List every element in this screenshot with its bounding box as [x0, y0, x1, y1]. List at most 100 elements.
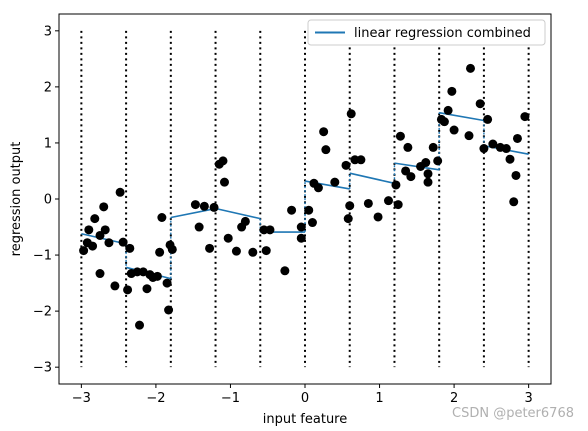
data-point	[88, 241, 98, 251]
y-tick-label: 0	[44, 193, 52, 208]
data-point	[218, 156, 228, 166]
data-point	[428, 142, 438, 152]
data-point	[287, 205, 297, 215]
x-tick-label: −2	[146, 391, 165, 406]
data-point	[346, 109, 356, 119]
data-point	[152, 271, 162, 281]
data-point	[447, 86, 457, 96]
data-point	[104, 238, 114, 248]
legend-box	[307, 19, 546, 46]
data-point	[443, 105, 453, 115]
data-point	[341, 160, 351, 170]
y-tick-label: −2	[33, 305, 52, 320]
data-point	[199, 201, 209, 211]
data-point	[162, 278, 172, 288]
data-point	[421, 158, 431, 168]
data-point	[505, 154, 515, 164]
x-tick-label: 2	[450, 391, 458, 406]
data-point	[280, 266, 290, 276]
data-point	[343, 214, 353, 224]
x-axis-ticks: −3 −2 −1 0 1 2 3	[72, 384, 533, 406]
legend-label: linear regression combined	[354, 26, 531, 41]
y-tick-label: 3	[44, 24, 52, 39]
data-point	[373, 212, 383, 222]
data-point	[223, 233, 233, 243]
data-point	[125, 243, 135, 253]
data-point	[84, 225, 94, 235]
data-point	[95, 269, 105, 279]
watermark: CSDN @peter6768	[452, 406, 574, 421]
data-point	[115, 187, 125, 197]
data-point	[511, 170, 521, 180]
data-point	[475, 99, 485, 109]
data-point	[205, 243, 215, 253]
data-point	[449, 125, 459, 135]
x-tick-label: −1	[221, 391, 240, 406]
data-point	[423, 177, 433, 187]
y-axis-ticks: −3 −2 −1 0 1 2 3	[33, 24, 59, 376]
data-point	[501, 144, 511, 154]
data-point	[313, 183, 323, 193]
y-tick-label: 2	[44, 80, 52, 95]
data-point	[99, 202, 109, 212]
data-point	[296, 233, 306, 243]
data-point	[157, 213, 167, 222]
data-point	[265, 225, 275, 235]
regression-line	[81, 111, 529, 280]
data-point	[90, 214, 100, 224]
data-point	[123, 285, 133, 295]
x-tick-label: 1	[375, 391, 383, 406]
data-point	[118, 237, 128, 247]
data-point	[296, 222, 306, 232]
x-tick-label: −3	[72, 391, 91, 406]
data-point	[79, 246, 89, 256]
data-point	[248, 247, 258, 257]
data-point	[219, 177, 229, 187]
data-point	[356, 155, 366, 165]
data-point	[363, 198, 373, 208]
data-point	[520, 112, 530, 122]
x-tick-label: 0	[301, 391, 309, 406]
data-point	[488, 139, 498, 149]
data-point	[483, 114, 493, 124]
data-point	[433, 156, 443, 166]
data-point	[142, 284, 152, 294]
data-point	[465, 63, 475, 73]
data-point	[164, 305, 174, 315]
data-point	[135, 320, 145, 330]
data-point	[464, 131, 474, 141]
data-point	[307, 218, 317, 228]
data-point	[395, 131, 405, 141]
y-tick-label: 1	[44, 136, 52, 151]
regression-segment	[349, 172, 395, 185]
data-point	[155, 247, 165, 257]
data-point	[261, 246, 271, 256]
bin-edge-lines	[80, 30, 530, 368]
data-point	[190, 200, 200, 210]
x-axis-label: input feature	[263, 412, 348, 427]
data-point	[439, 117, 449, 127]
data-point	[304, 205, 314, 215]
y-tick-label: −3	[33, 361, 52, 376]
data-point	[383, 196, 393, 206]
y-axis-label: regression output	[9, 142, 24, 257]
data-point	[512, 133, 522, 143]
data-point	[100, 225, 110, 235]
data-point	[110, 281, 120, 291]
data-point	[240, 216, 250, 226]
data-point	[321, 145, 331, 155]
data-point	[509, 197, 519, 207]
x-tick-label: 3	[524, 391, 532, 406]
data-point	[319, 127, 329, 137]
data-point	[167, 244, 177, 254]
data-point	[393, 200, 403, 210]
y-tick-label: −1	[33, 249, 52, 264]
data-point	[231, 246, 241, 256]
data-point	[209, 202, 219, 212]
data-point	[423, 169, 433, 179]
data-point	[194, 222, 204, 232]
data-points	[79, 63, 530, 330]
regression-segment	[170, 207, 216, 219]
data-point	[330, 177, 340, 187]
